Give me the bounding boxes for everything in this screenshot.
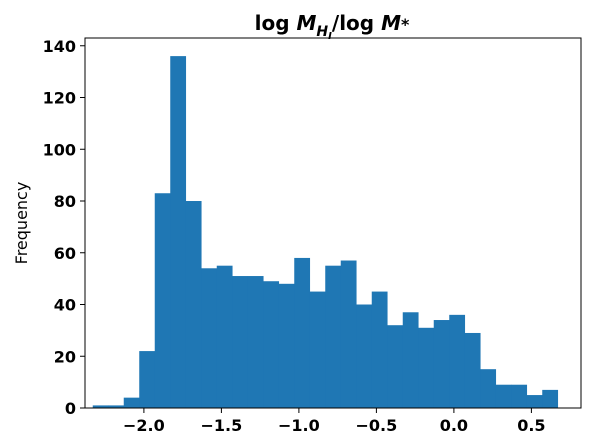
- histogram-bar: [449, 314, 466, 408]
- y-tick-label: 0: [65, 399, 76, 418]
- x-tick-label: 0.0: [440, 416, 468, 435]
- histogram-bar: [542, 389, 559, 408]
- y-tick-label: 60: [54, 244, 76, 263]
- histogram-bar: [495, 384, 512, 408]
- y-tick-label: 120: [43, 89, 76, 108]
- x-tick-label: −1.0: [278, 416, 320, 435]
- histogram-bar: [154, 193, 171, 408]
- histogram-bar: [216, 265, 233, 408]
- histogram-bar: [232, 276, 249, 408]
- x-tick-label: −1.5: [201, 416, 243, 435]
- y-tick-label: 20: [54, 347, 76, 366]
- histogram-bar: [123, 397, 140, 408]
- y-tick-label: 40: [54, 296, 76, 315]
- histogram-bar: [294, 257, 311, 408]
- histogram-bar: [371, 291, 388, 408]
- histogram-bar: [356, 304, 373, 408]
- x-tick-label: −0.5: [356, 416, 398, 435]
- histogram-bar: [402, 312, 419, 408]
- histogram-bar: [92, 405, 109, 408]
- y-tick-label: 80: [54, 192, 76, 211]
- histogram-bars: [92, 56, 559, 409]
- histogram-bar: [247, 276, 264, 408]
- histogram-bar: [185, 201, 202, 408]
- histogram-bar: [464, 332, 481, 408]
- y-tick-label: 140: [43, 37, 76, 56]
- histogram-bar: [340, 260, 357, 408]
- histogram-bar: [418, 327, 435, 408]
- histogram-bar: [201, 268, 218, 408]
- histogram-bar: [309, 291, 326, 408]
- x-tick-label: −2.0: [123, 416, 165, 435]
- histogram-bar: [278, 283, 295, 408]
- histogram-bar: [325, 265, 342, 408]
- histogram-bar: [480, 369, 497, 408]
- x-axis-ticks: −2.0 −1.5 −1.0 −0.5 0.0 0.5: [123, 408, 546, 435]
- histogram-bar: [263, 281, 280, 408]
- y-tick-label: 100: [43, 140, 76, 159]
- histogram-bar: [139, 351, 156, 408]
- chart-title: log MHI/log M*: [255, 11, 410, 42]
- x-tick-label: 0.5: [517, 416, 545, 435]
- y-axis-ticks: 0 20 40 60 80 100 120 140: [43, 37, 85, 418]
- histogram-bar: [108, 405, 125, 408]
- y-axis-label: Frequency: [12, 182, 31, 265]
- histogram-bar: [526, 395, 543, 408]
- histogram-bar: [387, 325, 404, 408]
- histogram-bar: [433, 320, 450, 408]
- histogram-bar: [511, 384, 528, 408]
- histogram-bar: [170, 56, 187, 409]
- plot-frame: [84, 37, 582, 409]
